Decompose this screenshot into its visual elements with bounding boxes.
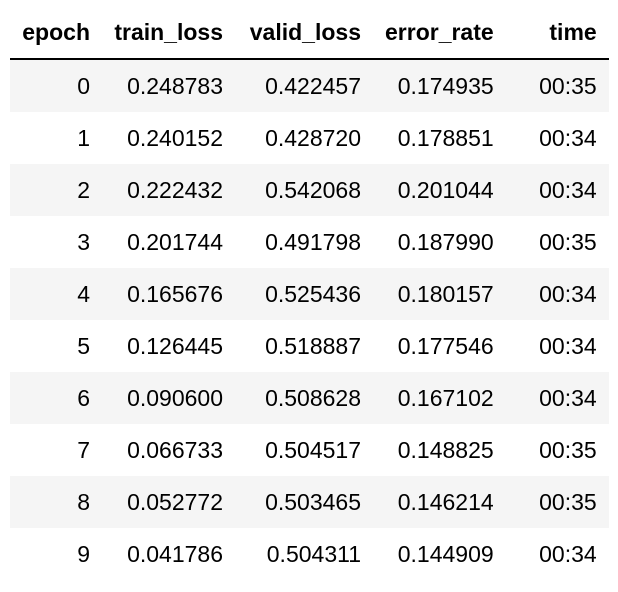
table-header: epoch train_loss valid_loss error_rate t… bbox=[10, 6, 609, 60]
cell-train-loss: 0.126445 bbox=[127, 333, 223, 359]
table-row: 4 0.165676 0.525436 0.180157 00:34 bbox=[10, 268, 609, 320]
cell-error-rate: 0.180157 bbox=[397, 281, 494, 307]
cell-time: 00:35 bbox=[539, 229, 597, 255]
cell-train-loss: 0.066733 bbox=[127, 437, 223, 463]
cell-epoch: 9 bbox=[77, 541, 90, 567]
cell-time: 00:34 bbox=[539, 333, 597, 359]
cell-valid-loss: 0.525436 bbox=[265, 281, 361, 307]
table-row: 9 0.041786 0.504311 0.144909 00:34 bbox=[10, 528, 609, 580]
cell-valid-loss: 0.503465 bbox=[265, 489, 361, 515]
cell-valid-loss: 0.491798 bbox=[265, 229, 361, 255]
cell-train-loss: 0.052772 bbox=[127, 489, 223, 515]
cell-epoch: 1 bbox=[77, 125, 90, 151]
cell-valid-loss: 0.504517 bbox=[265, 437, 361, 463]
column-header-train-loss: train_loss bbox=[102, 6, 235, 60]
cell-epoch: 3 bbox=[77, 229, 90, 255]
table-row: 6 0.090600 0.508628 0.167102 00:34 bbox=[10, 372, 609, 424]
cell-error-rate: 0.177546 bbox=[397, 333, 494, 359]
cell-train-loss: 0.240152 bbox=[127, 125, 223, 151]
cell-train-loss: 0.165676 bbox=[127, 281, 223, 307]
cell-time: 00:34 bbox=[539, 125, 597, 151]
cell-valid-loss: 0.508628 bbox=[265, 385, 361, 411]
cell-time: 00:34 bbox=[539, 385, 597, 411]
cell-error-rate: 0.174935 bbox=[397, 73, 494, 99]
cell-valid-loss: 0.422457 bbox=[265, 73, 361, 99]
table-row: 1 0.240152 0.428720 0.178851 00:34 bbox=[10, 112, 609, 164]
table-row: 0 0.248783 0.422457 0.174935 00:35 bbox=[10, 59, 609, 112]
cell-train-loss: 0.201744 bbox=[127, 229, 223, 255]
column-header-valid-loss: valid_loss bbox=[235, 6, 373, 60]
training-metrics-table: epoch train_loss valid_loss error_rate t… bbox=[10, 6, 609, 580]
cell-epoch: 4 bbox=[77, 281, 90, 307]
table-row: 5 0.126445 0.518887 0.177546 00:34 bbox=[10, 320, 609, 372]
cell-epoch: 5 bbox=[77, 333, 90, 359]
cell-error-rate: 0.201044 bbox=[397, 177, 494, 203]
cell-epoch: 8 bbox=[77, 489, 90, 515]
cell-epoch: 7 bbox=[77, 437, 90, 463]
cell-error-rate: 0.144909 bbox=[397, 541, 494, 567]
column-header-epoch: epoch bbox=[10, 6, 102, 60]
cell-valid-loss: 0.518887 bbox=[265, 333, 361, 359]
cell-train-loss: 0.248783 bbox=[127, 73, 223, 99]
cell-train-loss: 0.041786 bbox=[127, 541, 223, 567]
cell-valid-loss: 0.542068 bbox=[265, 177, 361, 203]
cell-valid-loss: 0.504311 bbox=[266, 541, 361, 567]
cell-time: 00:34 bbox=[539, 177, 597, 203]
table-body: 0 0.248783 0.422457 0.174935 00:35 1 0.2… bbox=[10, 59, 609, 580]
cell-time: 00:35 bbox=[539, 73, 597, 99]
cell-time: 00:34 bbox=[539, 281, 597, 307]
cell-time: 00:34 bbox=[539, 541, 597, 567]
cell-error-rate: 0.148825 bbox=[397, 437, 494, 463]
cell-error-rate: 0.146214 bbox=[397, 489, 494, 515]
cell-epoch: 6 bbox=[77, 385, 90, 411]
cell-time: 00:35 bbox=[539, 489, 597, 515]
cell-epoch: 2 bbox=[77, 177, 90, 203]
cell-valid-loss: 0.428720 bbox=[265, 125, 361, 151]
column-header-time: time bbox=[505, 6, 609, 60]
cell-epoch: 0 bbox=[77, 73, 90, 99]
cell-error-rate: 0.178851 bbox=[397, 125, 494, 151]
cell-time: 00:35 bbox=[539, 437, 597, 463]
table-row: 7 0.066733 0.504517 0.148825 00:35 bbox=[10, 424, 609, 476]
cell-train-loss: 0.222432 bbox=[127, 177, 223, 203]
table-row: 8 0.052772 0.503465 0.146214 00:35 bbox=[10, 476, 609, 528]
table-row: 2 0.222432 0.542068 0.201044 00:34 bbox=[10, 164, 609, 216]
table-header-row: epoch train_loss valid_loss error_rate t… bbox=[10, 6, 609, 60]
cell-error-rate: 0.187990 bbox=[397, 229, 494, 255]
cell-train-loss: 0.090600 bbox=[127, 385, 223, 411]
table-row: 3 0.201744 0.491798 0.187990 00:35 bbox=[10, 216, 609, 268]
cell-error-rate: 0.167102 bbox=[397, 385, 494, 411]
column-header-error-rate: error_rate bbox=[373, 6, 506, 60]
